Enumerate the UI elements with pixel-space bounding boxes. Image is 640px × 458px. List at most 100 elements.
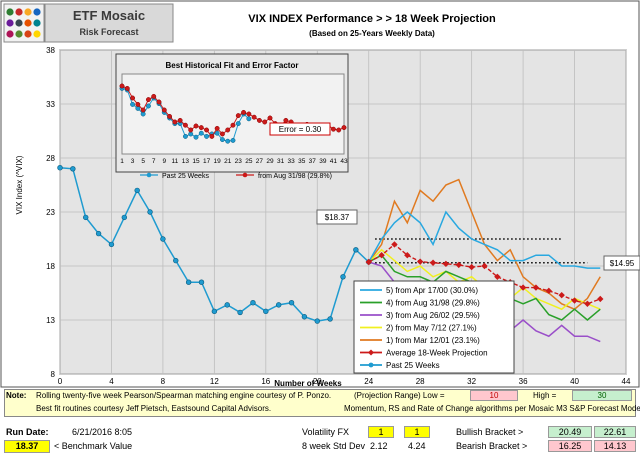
logo-dot <box>6 19 14 27</box>
inset-x-tick-label: 29 <box>266 158 274 165</box>
volatility-value-1: 1 <box>368 426 394 438</box>
y-tick-label: 8 <box>51 370 56 379</box>
inset-fit-point <box>167 113 173 119</box>
y-tick-label: 28 <box>46 154 55 163</box>
y-tick-label: 18 <box>46 262 55 271</box>
projection-point <box>391 241 398 248</box>
y-tick-label: 38 <box>46 46 55 55</box>
inset-x-tick-label: 5 <box>141 158 145 165</box>
inset-x-tick-label: 11 <box>171 158 178 165</box>
stddev-label: 8 week Std Dev <box>302 441 366 451</box>
logo-dot <box>15 8 23 16</box>
logo-dots <box>6 8 41 38</box>
inset-legend-fit-marker <box>242 172 248 178</box>
bullish-value-1: 20.49 <box>548 426 592 438</box>
past-point <box>263 308 269 315</box>
past-point <box>275 302 282 308</box>
inset-x-tick-label: 21 <box>224 158 232 165</box>
projection-point <box>519 284 527 291</box>
projection-high-label: High = <box>533 391 557 400</box>
inset-fit-point <box>124 85 130 91</box>
inset-fit-point <box>119 83 125 89</box>
stddev-value-1: 2.12 <box>370 441 388 451</box>
projection-point <box>455 261 462 269</box>
legend-item-scenario-4-label: 4) from Aug 31/98 (29.8%) <box>386 299 480 308</box>
main-series <box>57 165 604 343</box>
projection-point <box>558 291 565 299</box>
inset-x-tick-label: 43 <box>340 158 348 165</box>
inset-x-tick-label: 27 <box>256 158 264 165</box>
inset-x-tick-label: 1 <box>120 158 124 165</box>
x-tick-label: 20 <box>313 377 322 386</box>
past-point <box>108 241 115 248</box>
legend-item-scenario-2-label: 2) from May 7/12 (27.1%) <box>386 324 477 333</box>
logo-dot <box>15 19 23 27</box>
inset-x-tick-label: 37 <box>309 158 317 165</box>
inset-past-point <box>246 116 252 122</box>
past-point <box>301 314 308 320</box>
y-axis-label: VIX Index (^VIX) <box>15 155 24 214</box>
x-tick-label: 12 <box>210 377 219 386</box>
past-point <box>160 236 166 242</box>
projection-point <box>365 258 372 266</box>
inset-past-point <box>214 130 220 136</box>
inset-fit-point <box>235 113 241 119</box>
note-line-1: Rolling twenty-five week Pearson/Spearma… <box>36 391 332 400</box>
inset-past-point <box>182 133 188 139</box>
inset-fit-point <box>246 111 252 117</box>
benchmark-label: < Benchmark Value <box>54 441 133 451</box>
end-value-box <box>603 255 640 271</box>
projection-point <box>378 252 385 259</box>
inset-fit-point <box>330 126 336 132</box>
error-label: Error = 0.30 <box>279 125 322 134</box>
inset-legend-past-label: Past 25 Weeks <box>162 173 209 180</box>
inset-x-tick-label: 7 <box>152 158 156 165</box>
inset-x-tick-label: 23 <box>235 158 243 165</box>
inset-fit-point <box>241 109 247 115</box>
inset-fit-point <box>135 101 141 107</box>
past-point <box>314 318 320 324</box>
inset-past-point <box>188 131 194 137</box>
projection-point <box>571 297 578 304</box>
x-tick-label: 24 <box>364 377 373 386</box>
logo-dot <box>24 30 32 38</box>
inset-fit-point <box>145 97 151 103</box>
logo-dot <box>33 30 41 38</box>
run-date-label: Run Date: <box>6 427 49 437</box>
bearish-bracket-label: Bearish Bracket > <box>456 441 528 451</box>
projection-point <box>429 259 437 266</box>
error-box <box>269 122 331 136</box>
inset-past-point <box>198 130 204 136</box>
past-point <box>198 279 205 285</box>
inset-x-tick-label: 17 <box>203 158 211 165</box>
inset-x-tick-label: 9 <box>162 158 166 165</box>
projection-high-value: 30 <box>572 390 632 401</box>
inset-legend: Past 25 Weeks from Aug 31/98 (29.8%) <box>140 172 332 180</box>
inset-past-point <box>135 105 141 111</box>
inset-fit-point <box>156 99 162 105</box>
note-line-3: Momentum, RS and Rate of Change algorith… <box>344 404 640 413</box>
legend-item-average-label: Average 18-Week Projection <box>386 349 488 358</box>
past-point <box>70 166 76 172</box>
inset-fit-point <box>193 123 199 129</box>
projection-point <box>442 260 450 268</box>
past-point <box>95 230 102 237</box>
projection-range-label: (Projection Range) Low = <box>354 391 445 400</box>
note-panel <box>4 389 636 417</box>
inset-fit-point <box>214 125 220 131</box>
volatility-label: Volatility FX <box>302 427 350 437</box>
inset-legend-fit-label: from Aug 31/98 (29.8%) <box>258 173 332 180</box>
inset-past-point <box>219 137 225 143</box>
inset-fit-point <box>188 127 194 133</box>
inset-legend-past-marker <box>146 172 152 178</box>
chart-subtitle: (Based on 25-Years Weekly Data) <box>309 29 435 38</box>
inset-fit-point <box>151 93 157 99</box>
projection-point <box>532 284 540 291</box>
inset-fit-point <box>140 107 146 113</box>
inset-fit-point <box>219 131 225 137</box>
inset-fit-point <box>161 107 167 113</box>
inset-past-point <box>235 121 241 127</box>
inset-fit-point <box>172 119 178 125</box>
